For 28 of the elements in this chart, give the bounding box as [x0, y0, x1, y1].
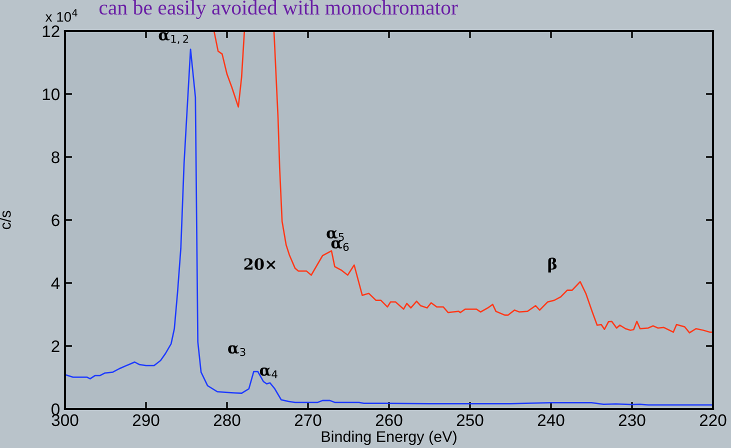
x-tick-label: 270	[294, 414, 322, 426]
text: can be easily avoided with monochromator	[99, 0, 458, 19]
y-tick-label: 6	[52, 214, 60, 226]
x-tick-label: 260	[376, 414, 402, 426]
x-tick-label: 250	[456, 414, 484, 426]
annotation: α$_{6}$	[331, 240, 349, 251]
annotation: α$_{5}$	[326, 230, 344, 241]
x-axis-title: Binding Energy (eV)	[322, 430, 456, 446]
x-tick-label: 230	[618, 414, 646, 426]
x-tick-label: 220	[700, 414, 726, 426]
annotation: 20×	[244, 258, 276, 270]
annotation: α$_{1,2}$	[158, 32, 188, 44]
x-tick-label: 290	[132, 414, 160, 426]
y-tick-label: 10	[42, 88, 60, 100]
y-tick-label: 8	[52, 151, 60, 164]
y-tick-label: 0	[52, 403, 60, 416]
y-tick-label: 4	[51, 278, 60, 290]
annotation: α$_{4}$	[260, 368, 278, 378]
y-tick-label: 12	[42, 25, 60, 38]
annotation: α$_{3}$	[228, 345, 246, 356]
y-tick-label: 2	[52, 340, 60, 352]
y-axis-title: c/s	[0, 210, 11, 230]
annotation: β	[548, 258, 557, 273]
line-series	[65, 48, 713, 406]
text: x 10$^{4}$	[45, 9, 78, 22]
x-tick-label: 300	[52, 414, 78, 426]
x-tick-label: 280	[214, 414, 240, 426]
x-tick-label: 240	[538, 414, 564, 426]
